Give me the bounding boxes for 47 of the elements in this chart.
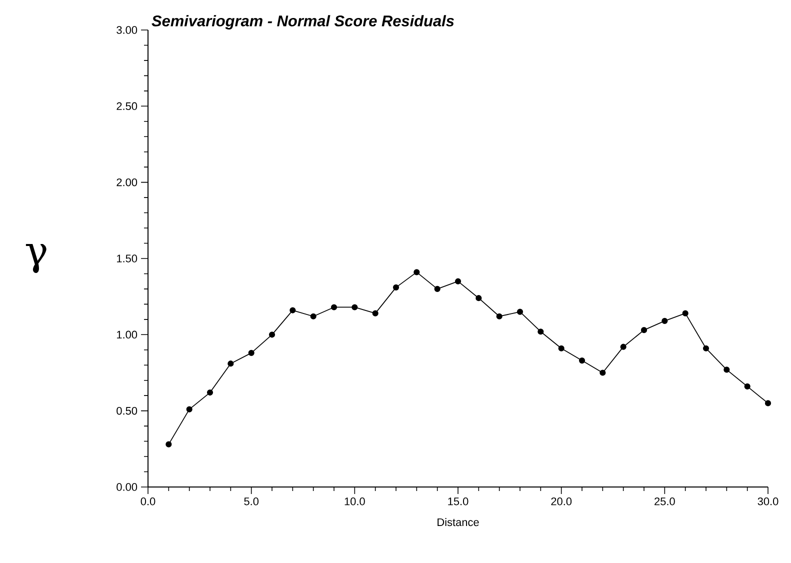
point [600, 370, 606, 376]
point [392, 284, 400, 290]
point [538, 328, 544, 335]
y-tick-label: 1.50 [117, 254, 138, 262]
y-tick-label: 2.00 [116, 178, 138, 186]
point [414, 269, 420, 276]
point [310, 313, 316, 320]
point [578, 358, 586, 364]
point [496, 313, 502, 320]
y-tick-label: 1.00 [117, 330, 138, 339]
y-tick-label: 3.00 [116, 26, 138, 34]
point [662, 318, 668, 324]
point [372, 310, 378, 316]
x-tick-label: 20.0 [551, 497, 572, 506]
chart-title: Semivariogram - Normal Score Residuals [152, 15, 454, 30]
y-axis-title: γ [26, 244, 46, 273]
point [682, 310, 688, 316]
point [558, 345, 564, 352]
point [166, 441, 172, 448]
point [702, 345, 710, 352]
point [620, 344, 626, 350]
y-tick-label: 2.50 [116, 102, 138, 110]
point [186, 406, 192, 412]
y-tick-label: 0.00 [116, 483, 138, 491]
x-tick-label: 25.0 [654, 497, 675, 506]
point [330, 304, 338, 310]
point [516, 308, 524, 315]
point [764, 400, 772, 406]
x-tick-label: 5.0 [244, 497, 259, 506]
x-tick-label: 30.0 [758, 497, 778, 506]
point [290, 307, 296, 314]
x-tick-label: 15.0 [448, 497, 468, 506]
point [434, 286, 440, 292]
point [268, 332, 276, 338]
point [352, 304, 358, 310]
point [228, 360, 234, 367]
x-tick-label: 0.0 [140, 497, 156, 506]
point [476, 295, 482, 302]
x-tick-label: 10.0 [344, 497, 365, 506]
point [248, 350, 254, 356]
x-axis-title: Distance [438, 518, 479, 526]
y-tick-label: 0.50 [116, 406, 138, 415]
point [454, 278, 462, 284]
point [640, 327, 648, 334]
point [724, 366, 730, 373]
point [206, 390, 214, 396]
point [744, 383, 750, 390]
